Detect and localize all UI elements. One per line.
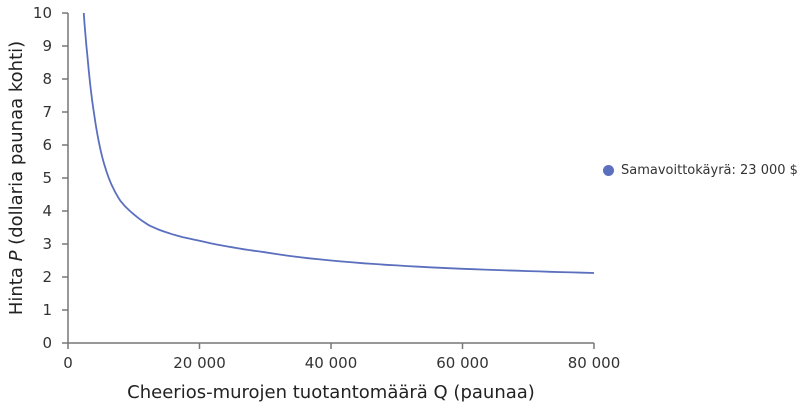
- y-tick-label: 8: [42, 70, 52, 88]
- y-tick-label: 4: [42, 202, 52, 220]
- y-tick-label: 9: [42, 37, 52, 55]
- x-tick-label: 40 000: [305, 354, 358, 372]
- x-tick-label: 60 000: [436, 354, 489, 372]
- y-tick-label: 5: [42, 169, 52, 187]
- y-tick-label: 0: [42, 334, 52, 352]
- legend-dot-icon: [603, 165, 614, 176]
- x-tick-label: 0: [63, 354, 73, 372]
- y-tick-label: 10: [33, 4, 52, 22]
- x-tick-label: 80 000: [568, 354, 621, 372]
- y-axis-ticks: 0 1 2 3 4 5 6 7 8 9 10: [33, 4, 68, 352]
- x-axis-label: Cheerios-murojen tuotantomäärä Q (paunaa…: [127, 382, 535, 403]
- y-axis-label: Hinta P (dollaria paunaa kohti): [6, 41, 27, 315]
- legend-label: Samavoittokäyrä: 23 000 $: [621, 163, 798, 178]
- y-tick-label: 2: [42, 268, 52, 286]
- x-axis-ticks: 0 20 000 40 000 60 000 80 000: [63, 343, 620, 372]
- y-tick-label: 6: [42, 136, 52, 154]
- y-tick-label: 1: [42, 301, 52, 319]
- y-tick-label: 3: [42, 235, 52, 253]
- y-tick-label: 7: [42, 103, 52, 121]
- legend: Samavoittokäyrä: 23 000 $: [603, 163, 798, 178]
- isoprofit-curve: [82, 12, 595, 274]
- x-tick-label: 20 000: [173, 354, 226, 372]
